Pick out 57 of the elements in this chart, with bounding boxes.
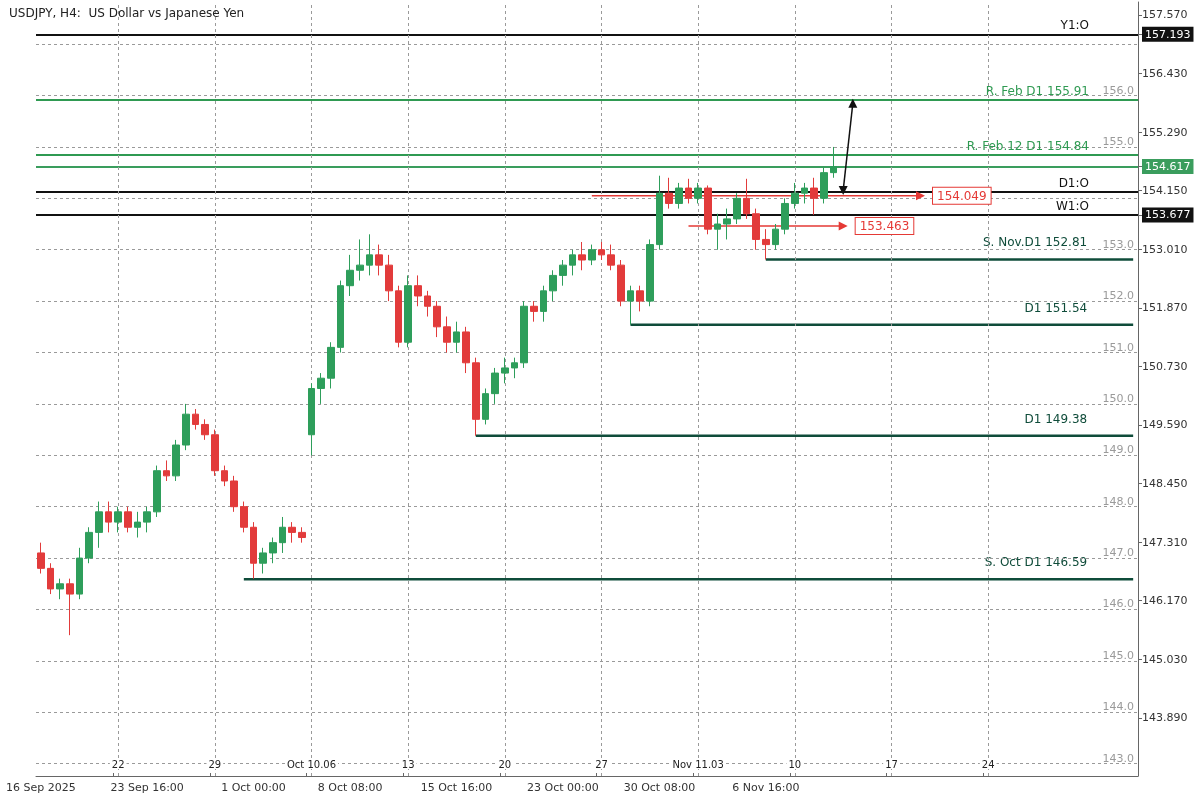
- x-tick-label: 10: [788, 758, 802, 770]
- y2-tick-label: 156.0: [1102, 83, 1134, 97]
- y-tick-label: 153.677: [1145, 208, 1191, 222]
- x-tick-label: 1 Oct 00:00: [221, 781, 286, 794]
- y-tick-label: 145.030: [1142, 652, 1188, 666]
- x-tick-label: 17: [885, 758, 898, 770]
- x-tick-label: 23 Oct 00:00: [526, 781, 599, 794]
- y-tick-label: 157.570: [1142, 8, 1188, 22]
- y2-tick-label: 145.0: [1102, 648, 1134, 662]
- x-tick-label: 23 Sep 16:00: [110, 781, 184, 794]
- y2-tick-label: 148.0: [1102, 494, 1134, 508]
- x-tick-label: 27: [595, 758, 608, 770]
- x-tick-label: 15 Oct 16:00: [420, 781, 493, 794]
- x-tick-label: 6 Nov 16:00: [732, 781, 800, 794]
- y-tick-label: 147.310: [1142, 535, 1188, 549]
- x-tick-label: 22: [111, 758, 125, 770]
- y2-tick-label: 152.0: [1102, 289, 1134, 303]
- x-tick-label: 29: [208, 758, 222, 770]
- x-tick-label: 20: [498, 758, 512, 770]
- x-tick-label: Nov 11.03: [672, 758, 724, 770]
- y-tick-label: 154.150: [1142, 184, 1188, 198]
- y-tick-label: 148.450: [1142, 477, 1188, 491]
- y2-tick-label: 143.0: [1102, 751, 1134, 765]
- chart-title: USDJPY, H4: US Dollar vs Japanese Yen: [9, 6, 245, 20]
- x-tick-label: 30 Oct 08:00: [623, 781, 696, 794]
- x-tick-label: 16 Sep 2025: [5, 781, 76, 794]
- y-tick-label: 150.730: [1142, 359, 1188, 373]
- y2-tick-label: 150.0: [1102, 391, 1134, 405]
- series-label: D1 149.38: [1024, 411, 1088, 426]
- y-tick-label: 154.617: [1145, 160, 1191, 174]
- y-tick-label: 153.010: [1142, 242, 1188, 256]
- y2-tick-label: 155.0: [1102, 134, 1134, 148]
- ref-line-label: D1:O: [1058, 175, 1089, 190]
- y2-tick-label: 144.0: [1102, 700, 1134, 714]
- ref-line-label: R. Feb.12 D1 154.84: [966, 139, 1089, 154]
- y-tick-label: 151.870: [1142, 301, 1188, 315]
- y-tick-label: 149.590: [1142, 418, 1188, 432]
- y2-tick-label: 146.0: [1102, 597, 1134, 611]
- x-tick-label: 24: [981, 758, 995, 770]
- y2-tick-label: 151.0: [1102, 340, 1134, 354]
- x-tick-label: 13: [401, 758, 415, 770]
- y-tick-label: 155.290: [1142, 125, 1188, 139]
- series-label: 154.049: [937, 188, 987, 203]
- x-tick-label: 8 Oct 08:00: [317, 781, 383, 794]
- series-label: 153.463: [859, 218, 910, 233]
- y-tick-label: 143.890: [1142, 711, 1188, 725]
- y2-tick-label: 153.0: [1102, 237, 1134, 251]
- ref-line-label: R. Feb D1 155.91: [985, 84, 1089, 99]
- y-tick-label: 157.193: [1145, 27, 1191, 41]
- y-tick-label: 156.430: [1142, 66, 1188, 80]
- x-tick-label: Oct 10.06: [286, 758, 337, 770]
- y2-tick-label: 147.0: [1102, 546, 1134, 560]
- ref-line-label: Y1:O: [1059, 18, 1089, 33]
- ref-line-label: W1:O: [1056, 198, 1089, 213]
- y2-tick-label: 149.0: [1102, 443, 1134, 457]
- series-label: D1 151.54: [1024, 300, 1088, 315]
- y-tick-label: 146.170: [1142, 594, 1188, 608]
